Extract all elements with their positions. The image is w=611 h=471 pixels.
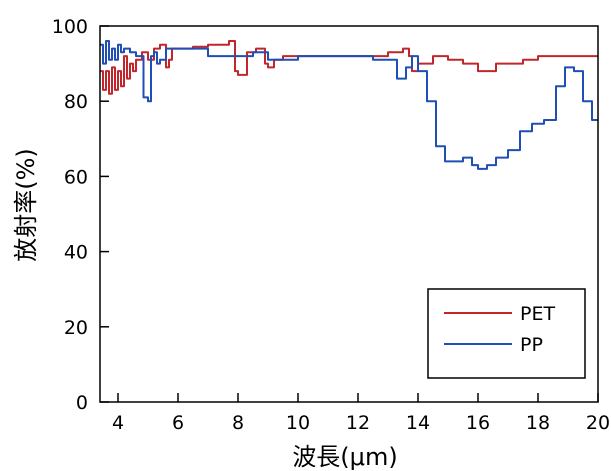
legend-box [427,288,586,379]
legend-label: PP [520,334,543,356]
x-axis-label: 波長(μm) [292,443,397,471]
legend-label: PET [520,303,555,325]
x-tick-label: 14 [406,412,430,434]
x-tick-label: 12 [346,412,370,434]
x-tick-label: 8 [232,412,244,434]
plot-frame [99,25,599,403]
y-tick-label: 40 [64,242,88,264]
x-tick-label: 20 [586,412,610,434]
x-tick-label: 10 [286,412,310,434]
x-tick-label: 18 [526,412,550,434]
y-axis-label: 放射率(%) [12,148,40,262]
x-tick-label: 16 [466,412,490,434]
x-tick-label: 6 [172,412,184,434]
y-tick-label: 0 [76,392,88,414]
x-tick-label: 4 [112,412,124,434]
series-line-pet [100,40,598,95]
y-tick-label: 60 [64,166,88,188]
y-tick-label: 80 [64,91,88,113]
y-tick-label: 100 [52,16,88,38]
plot-area: 4 6 8 10 12 14 16 18 20 0 20 40 60 80 100 PET PP [52,16,610,434]
series-line-pp [100,40,598,170]
legend: PET PP [427,288,586,379]
y-tick-label: 20 [64,317,88,339]
